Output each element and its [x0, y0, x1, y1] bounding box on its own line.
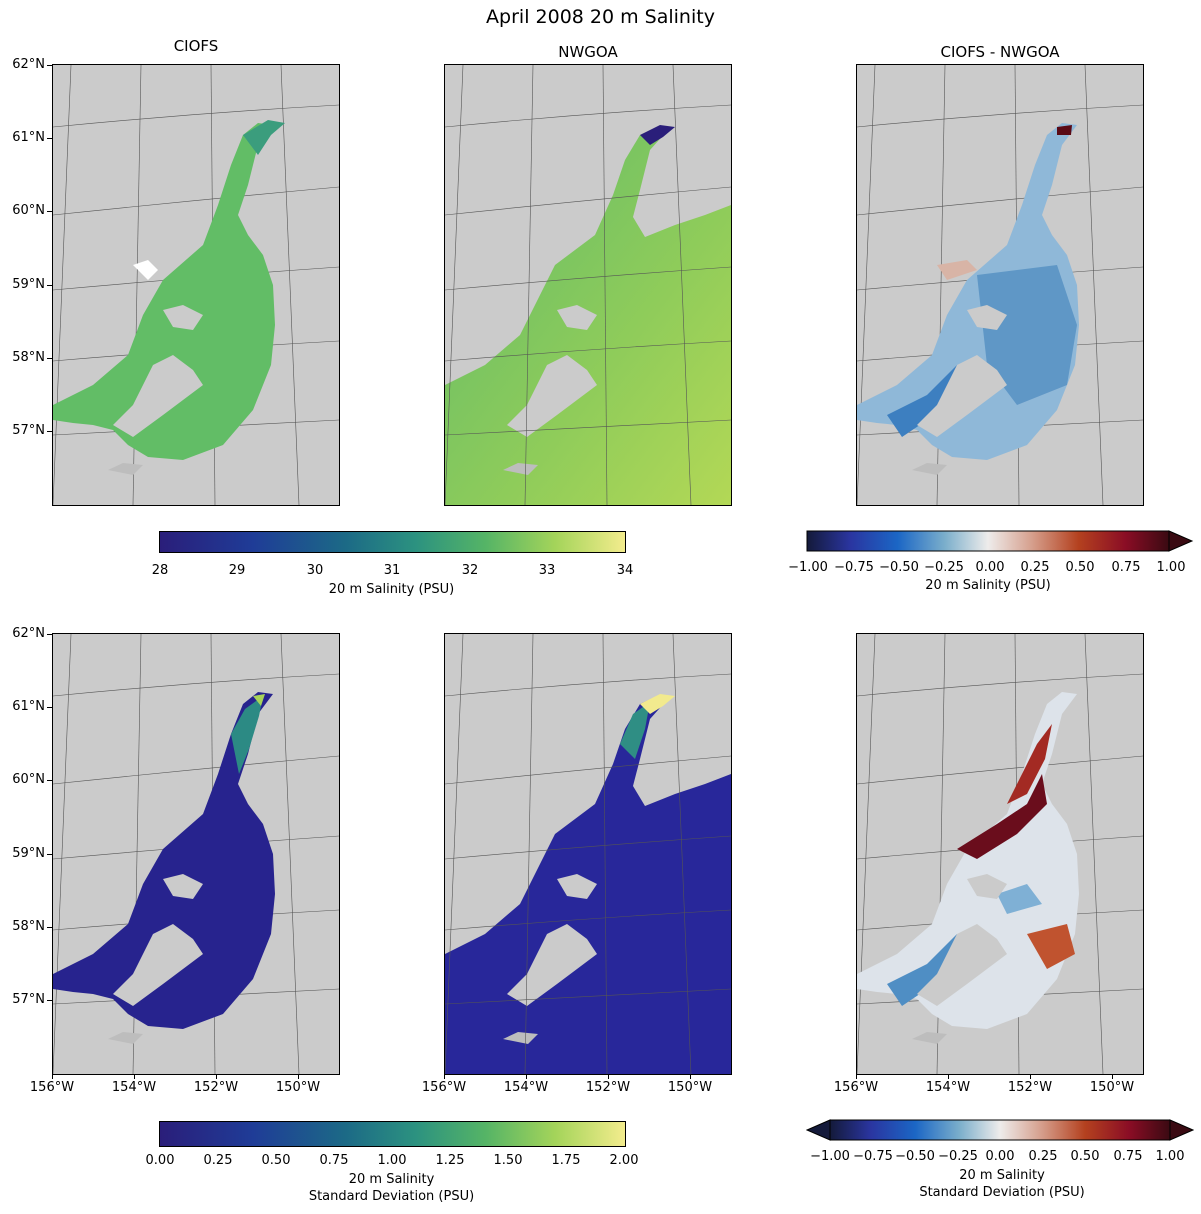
lon-label-152w: 152°W [193, 1080, 239, 1095]
cbar-diff-tick: 1.00 [1156, 560, 1186, 575]
colorbar-diff-label: 20 m Salinity (PSU) [925, 578, 1051, 593]
cbar-sal-tick: 31 [383, 563, 401, 578]
cbar-stddiff-tick: 1.00 [1155, 1149, 1185, 1164]
cbar-sal-tick: 34 [616, 563, 634, 578]
cbar-sal-tick: 32 [461, 563, 479, 578]
figure-title: April 2008 20 m Salinity [486, 6, 715, 28]
lon-label-156w: 156°W [29, 1080, 75, 1095]
cbar-stddiff-tick: −0.50 [895, 1149, 935, 1164]
cbar-sal-tick: 28 [151, 563, 169, 578]
lat-label-61n: 61°N [12, 699, 45, 714]
lon-label-154w: 154°W [503, 1080, 549, 1095]
cbar-std-tick: 1.50 [493, 1153, 523, 1168]
cbar-stddiff-tick: 0.50 [1070, 1149, 1100, 1164]
cbar-std-tick: 0.75 [319, 1153, 349, 1168]
lat-label-62n: 62°N [12, 57, 45, 72]
map-nwgoa-std [444, 633, 732, 1075]
cbar-std-tick: 0.00 [145, 1153, 175, 1168]
colorbar-std-diff [806, 1119, 1194, 1141]
lat-label-59n: 59°N [12, 277, 45, 292]
lat-label-60n: 60°N [12, 203, 45, 218]
colorbar-stddiff-label-line2: Standard Deviation (PSU) [919, 1185, 1085, 1200]
lon-label-156w: 156°W [833, 1080, 879, 1095]
cbar-stddiff-tick: 0.00 [985, 1149, 1015, 1164]
lat-label-62n: 62°N [12, 626, 45, 641]
cbar-stddiff-tick: 0.75 [1113, 1149, 1143, 1164]
colorbar-salinity-diff [806, 530, 1194, 552]
cbar-std-tick: 0.25 [203, 1153, 233, 1168]
cbar-stddiff-tick: −0.75 [853, 1149, 893, 1164]
cbar-std-tick: 2.00 [609, 1153, 639, 1168]
cbar-diff-tick: −0.25 [924, 560, 964, 575]
colorbar-std [159, 1121, 626, 1147]
map-ciofs-std [52, 633, 340, 1075]
lon-label-150w: 150°W [1089, 1080, 1135, 1095]
lat-label-59n: 59°N [12, 846, 45, 861]
cbar-diff-tick: 0.25 [1020, 560, 1050, 575]
cbar-std-tick: 1.00 [377, 1153, 407, 1168]
lat-label-57n: 57°N [12, 423, 45, 438]
colorbar-std-label-line1: 20 m Salinity [348, 1172, 435, 1187]
lat-label-58n: 58°N [12, 350, 45, 365]
lon-label-150w: 150°W [667, 1080, 713, 1095]
column-title-diff: CIOFS - NWGOA [940, 43, 1060, 61]
lat-label-58n: 58°N [12, 919, 45, 934]
lon-label-152w: 152°W [1007, 1080, 1053, 1095]
map-diff-salinity [856, 64, 1144, 506]
lon-label-150w: 150°W [275, 1080, 321, 1095]
lat-label-61n: 61°N [12, 130, 45, 145]
cbar-diff-tick: 0.75 [1111, 560, 1141, 575]
colorbar-salinity [159, 531, 626, 553]
column-title-nwgoa: NWGOA [558, 43, 618, 61]
map-ciofs-salinity [52, 64, 340, 506]
map-diff-std [856, 633, 1144, 1075]
cbar-diff-tick: −0.50 [879, 560, 919, 575]
cbar-stddiff-tick: 0.25 [1028, 1149, 1058, 1164]
lat-label-57n: 57°N [12, 992, 45, 1007]
cbar-stddiff-tick: −0.25 [938, 1149, 978, 1164]
lat-label-60n: 60°N [12, 772, 45, 787]
colorbar-stddiff-label-line1: 20 m Salinity [959, 1168, 1045, 1183]
cbar-diff-tick: 0.50 [1065, 560, 1095, 575]
column-title-ciofs: CIOFS [173, 37, 219, 55]
colorbar-std-label-line2: Standard Deviation (PSU) [308, 1189, 475, 1204]
lon-label-154w: 154°W [925, 1080, 971, 1095]
cbar-stddiff-tick: −1.00 [810, 1149, 850, 1164]
cbar-std-tick: 1.25 [435, 1153, 465, 1168]
map-nwgoa-salinity [444, 64, 732, 506]
cbar-diff-tick: −0.75 [834, 560, 874, 575]
cbar-sal-tick: 30 [306, 563, 324, 578]
lon-label-154w: 154°W [111, 1080, 157, 1095]
cbar-std-tick: 0.50 [261, 1153, 291, 1168]
cbar-diff-tick: 0.00 [975, 560, 1005, 575]
cbar-sal-tick: 33 [538, 563, 556, 578]
cbar-std-tick: 1.75 [551, 1153, 581, 1168]
lon-label-156w: 156°W [421, 1080, 467, 1095]
cbar-sal-tick: 29 [228, 563, 246, 578]
colorbar-salinity-label: 20 m Salinity (PSU) [328, 582, 455, 597]
lon-label-152w: 152°W [585, 1080, 631, 1095]
cbar-diff-tick: −1.00 [788, 560, 828, 575]
